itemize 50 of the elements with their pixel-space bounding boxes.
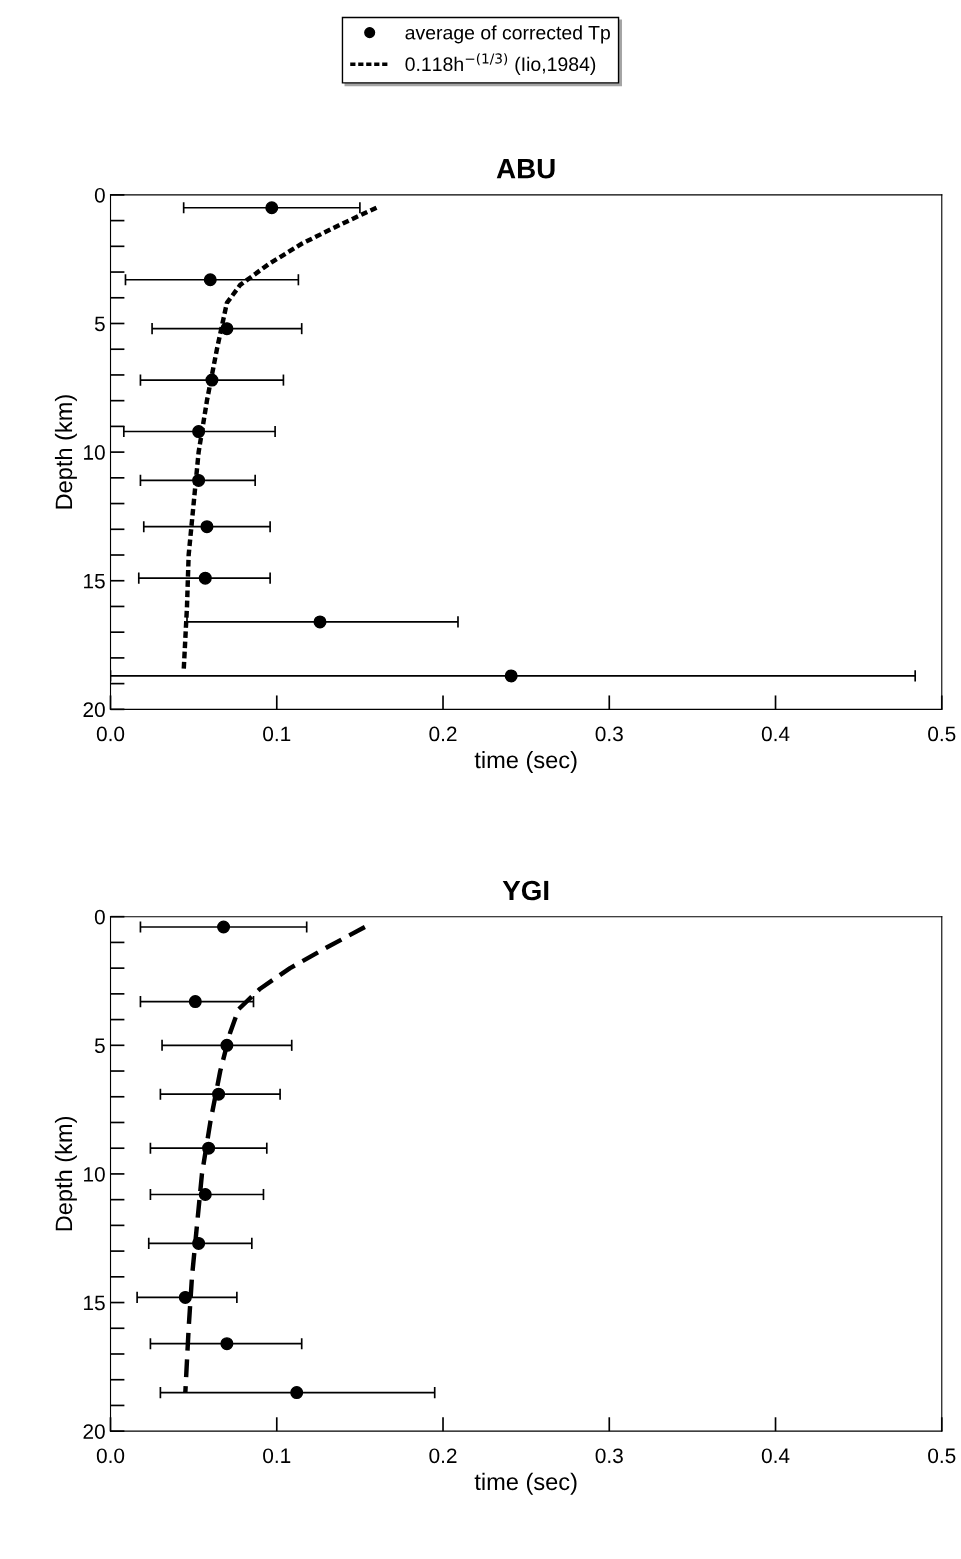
x-tick-label: 0.2 xyxy=(429,1448,457,1464)
x-tick-label: 0.3 xyxy=(595,726,623,742)
y-tick-label: 15 xyxy=(84,573,105,589)
point xyxy=(203,273,217,287)
point xyxy=(313,615,327,629)
y-tick-label: 5 xyxy=(94,1038,105,1054)
point xyxy=(220,322,234,336)
y-tick-label: 0 xyxy=(94,909,105,925)
point xyxy=(220,1337,234,1351)
y-axis-title: Depth (km) xyxy=(54,1117,77,1231)
y-tick-label: 20 xyxy=(83,702,105,718)
point xyxy=(188,995,202,1009)
point xyxy=(217,920,231,934)
point xyxy=(265,201,279,215)
chart-title: YGI xyxy=(502,880,549,901)
y-tick-label: 15 xyxy=(84,1295,105,1311)
x-tick-label: 0.1 xyxy=(263,1448,291,1464)
y-axis-title: Depth (km) xyxy=(54,395,77,509)
y-tick-label: 5 xyxy=(94,316,105,332)
y-tick-label: 0 xyxy=(94,187,105,203)
y-tick-label: 10 xyxy=(84,445,105,460)
x-tick-label: 0.1 xyxy=(263,726,291,742)
legend-label: 0.118h$^{−(1/3)}$ (Iio,1984) xyxy=(405,53,596,75)
point xyxy=(220,1038,234,1052)
point xyxy=(192,425,206,439)
x-axis-title: time (sec) xyxy=(474,750,577,773)
point xyxy=(178,1290,192,1304)
point xyxy=(212,1087,226,1101)
x-tick-label: 0.3 xyxy=(595,1448,623,1464)
point xyxy=(198,571,212,585)
point xyxy=(504,669,518,683)
point xyxy=(290,1386,304,1400)
point xyxy=(192,473,206,487)
x-tick-label: 0.2 xyxy=(429,726,457,742)
legend-label: average of corrected Tp xyxy=(405,25,610,44)
point xyxy=(200,520,214,534)
point xyxy=(192,1236,206,1250)
point xyxy=(202,1141,216,1155)
x-axis-title: time (sec) xyxy=(474,1472,577,1495)
x-tick-label: 0.5 xyxy=(928,726,956,742)
x-tick-label: 0.0 xyxy=(96,1448,125,1464)
chart-title: ABU xyxy=(496,159,555,179)
point xyxy=(198,1188,212,1202)
y-tick-label: 20 xyxy=(83,1424,105,1439)
x-tick-label: 0.4 xyxy=(761,1448,790,1464)
x-tick-label: 0.5 xyxy=(928,1448,956,1464)
point xyxy=(205,373,219,387)
x-tick-label: 0.0 xyxy=(96,726,125,742)
x-tick-label: 0.4 xyxy=(761,726,790,742)
y-tick-label: 10 xyxy=(84,1166,105,1182)
